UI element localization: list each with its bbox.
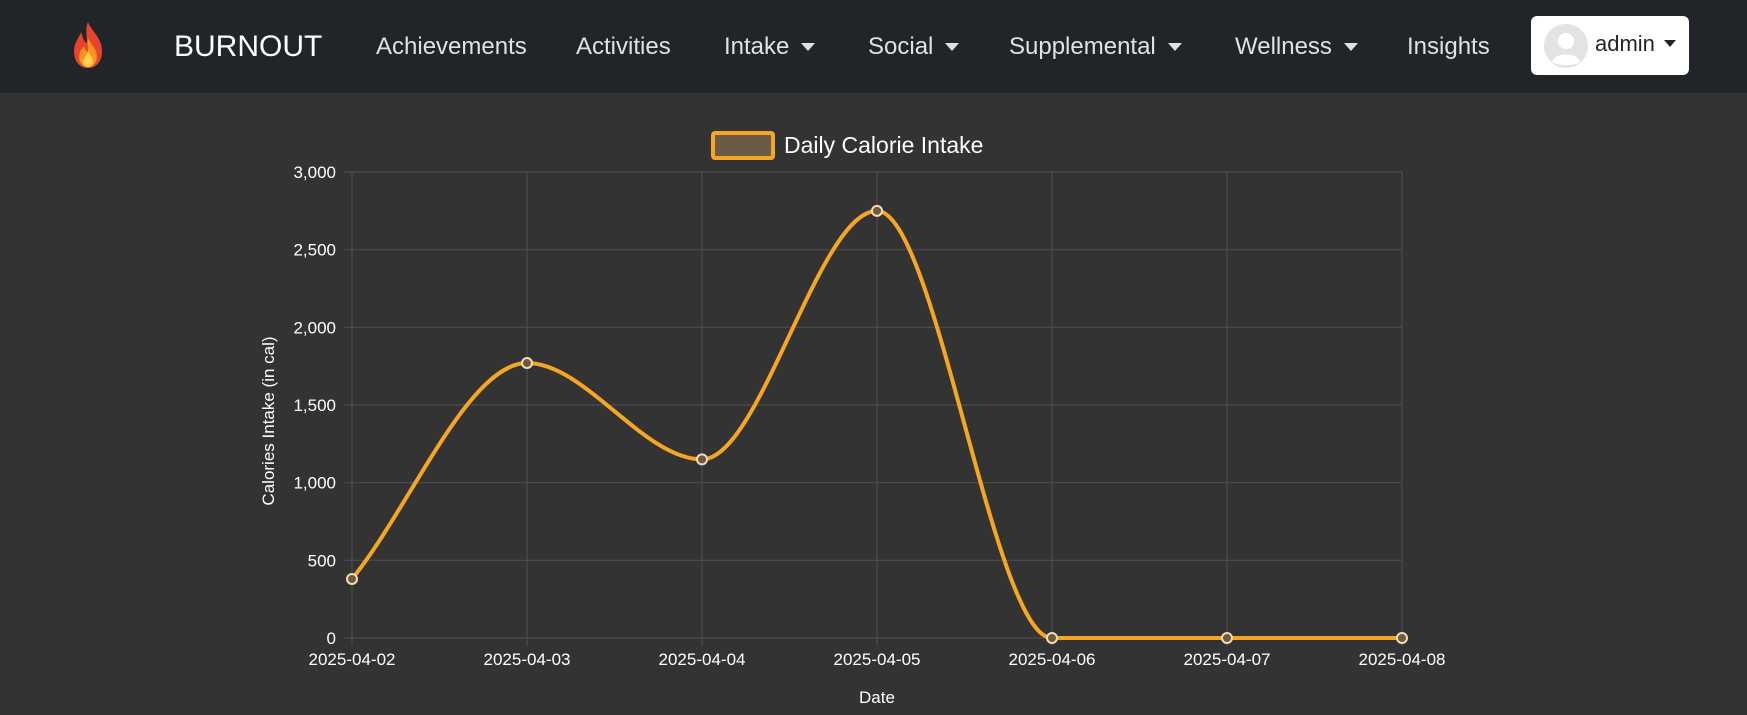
data-point[interactable] — [871, 204, 883, 217]
user-menu-button[interactable]: admin — [1531, 16, 1689, 75]
caret-down-icon — [1664, 40, 1676, 47]
caret-down-icon — [945, 43, 960, 51]
brand-name[interactable]: BURNOUT — [174, 30, 323, 63]
x-tick-label: 2025-04-02 — [309, 650, 396, 669]
x-tick-label: 2025-04-04 — [659, 650, 746, 669]
caret-down-icon — [1343, 43, 1358, 51]
data-point[interactable] — [1046, 632, 1058, 644]
nav-label: Activities — [576, 33, 671, 60]
nav-label: Supplemental — [1009, 33, 1156, 60]
nav-supplemental-dropdown[interactable]: Supplemental — [1009, 33, 1182, 61]
x-tick-label: 2025-04-08 — [1359, 650, 1446, 669]
y-axis-ticks: 0 500 1,000 1,500 2,000 2,500 3,000 — [293, 163, 336, 648]
calorie-intake-chart: 0 500 1,000 1,500 2,000 2,500 3,000 2025-04-02… — [259, 131, 1446, 707]
legend-swatch — [711, 131, 775, 160]
series-daily-calorie-intake — [346, 204, 1408, 644]
nav-label: Intake — [724, 33, 790, 60]
x-tick-label: 2025-04-03 — [484, 650, 571, 669]
y-tick-label: 2,000 — [293, 318, 336, 337]
nav-intake-dropdown[interactable]: Intake — [724, 33, 816, 61]
y-tick-label: 500 — [308, 551, 336, 570]
data-point[interactable] — [521, 357, 533, 370]
navbar: BURNOUT Achievements Activities Intake S… — [0, 0, 1747, 93]
chart-legend[interactable]: Daily Calorie Intake — [711, 131, 983, 160]
flame-icon[interactable] — [68, 20, 108, 70]
nav-label: Wellness — [1235, 33, 1332, 60]
y-tick-label: 1,500 — [293, 396, 336, 415]
user-avatar-icon — [1544, 24, 1588, 68]
username: admin — [1595, 31, 1655, 56]
nav-achievements[interactable]: Achievements — [376, 33, 527, 61]
nav-label: Social — [868, 33, 934, 60]
nav-activities[interactable]: Activities — [576, 33, 671, 61]
nav-label: Insights — [1407, 33, 1490, 60]
y-tick-label: 0 — [327, 629, 336, 648]
x-tick-label: 2025-04-06 — [1009, 650, 1096, 669]
caret-down-icon — [1167, 43, 1182, 51]
x-tick-label: 2025-04-05 — [834, 650, 921, 669]
y-axis-label: Calories Intake (in cal) — [259, 336, 278, 505]
nav-label: Achievements — [376, 33, 527, 60]
legend-label: Daily Calorie Intake — [784, 132, 983, 158]
nav-insights[interactable]: Insights — [1407, 33, 1490, 61]
data-point[interactable] — [346, 572, 358, 585]
x-axis-ticks: 2025-04-02 2025-04-03 2025-04-04 2025-04-05… — [309, 650, 1446, 669]
caret-down-icon — [801, 43, 816, 51]
y-tick-label: 1,000 — [293, 474, 336, 493]
x-tick-label: 2025-04-07 — [1184, 650, 1271, 669]
y-tick-label: 3,000 — [293, 163, 336, 182]
x-axis-label: Date — [859, 688, 895, 707]
data-point[interactable] — [1221, 632, 1233, 644]
chart-grid — [344, 171, 1403, 646]
data-point[interactable] — [696, 453, 708, 466]
nav-wellness-dropdown[interactable]: Wellness — [1235, 33, 1358, 61]
nav-social-dropdown[interactable]: Social — [868, 33, 960, 61]
y-tick-label: 2,500 — [293, 241, 336, 260]
data-point[interactable] — [1396, 632, 1408, 644]
